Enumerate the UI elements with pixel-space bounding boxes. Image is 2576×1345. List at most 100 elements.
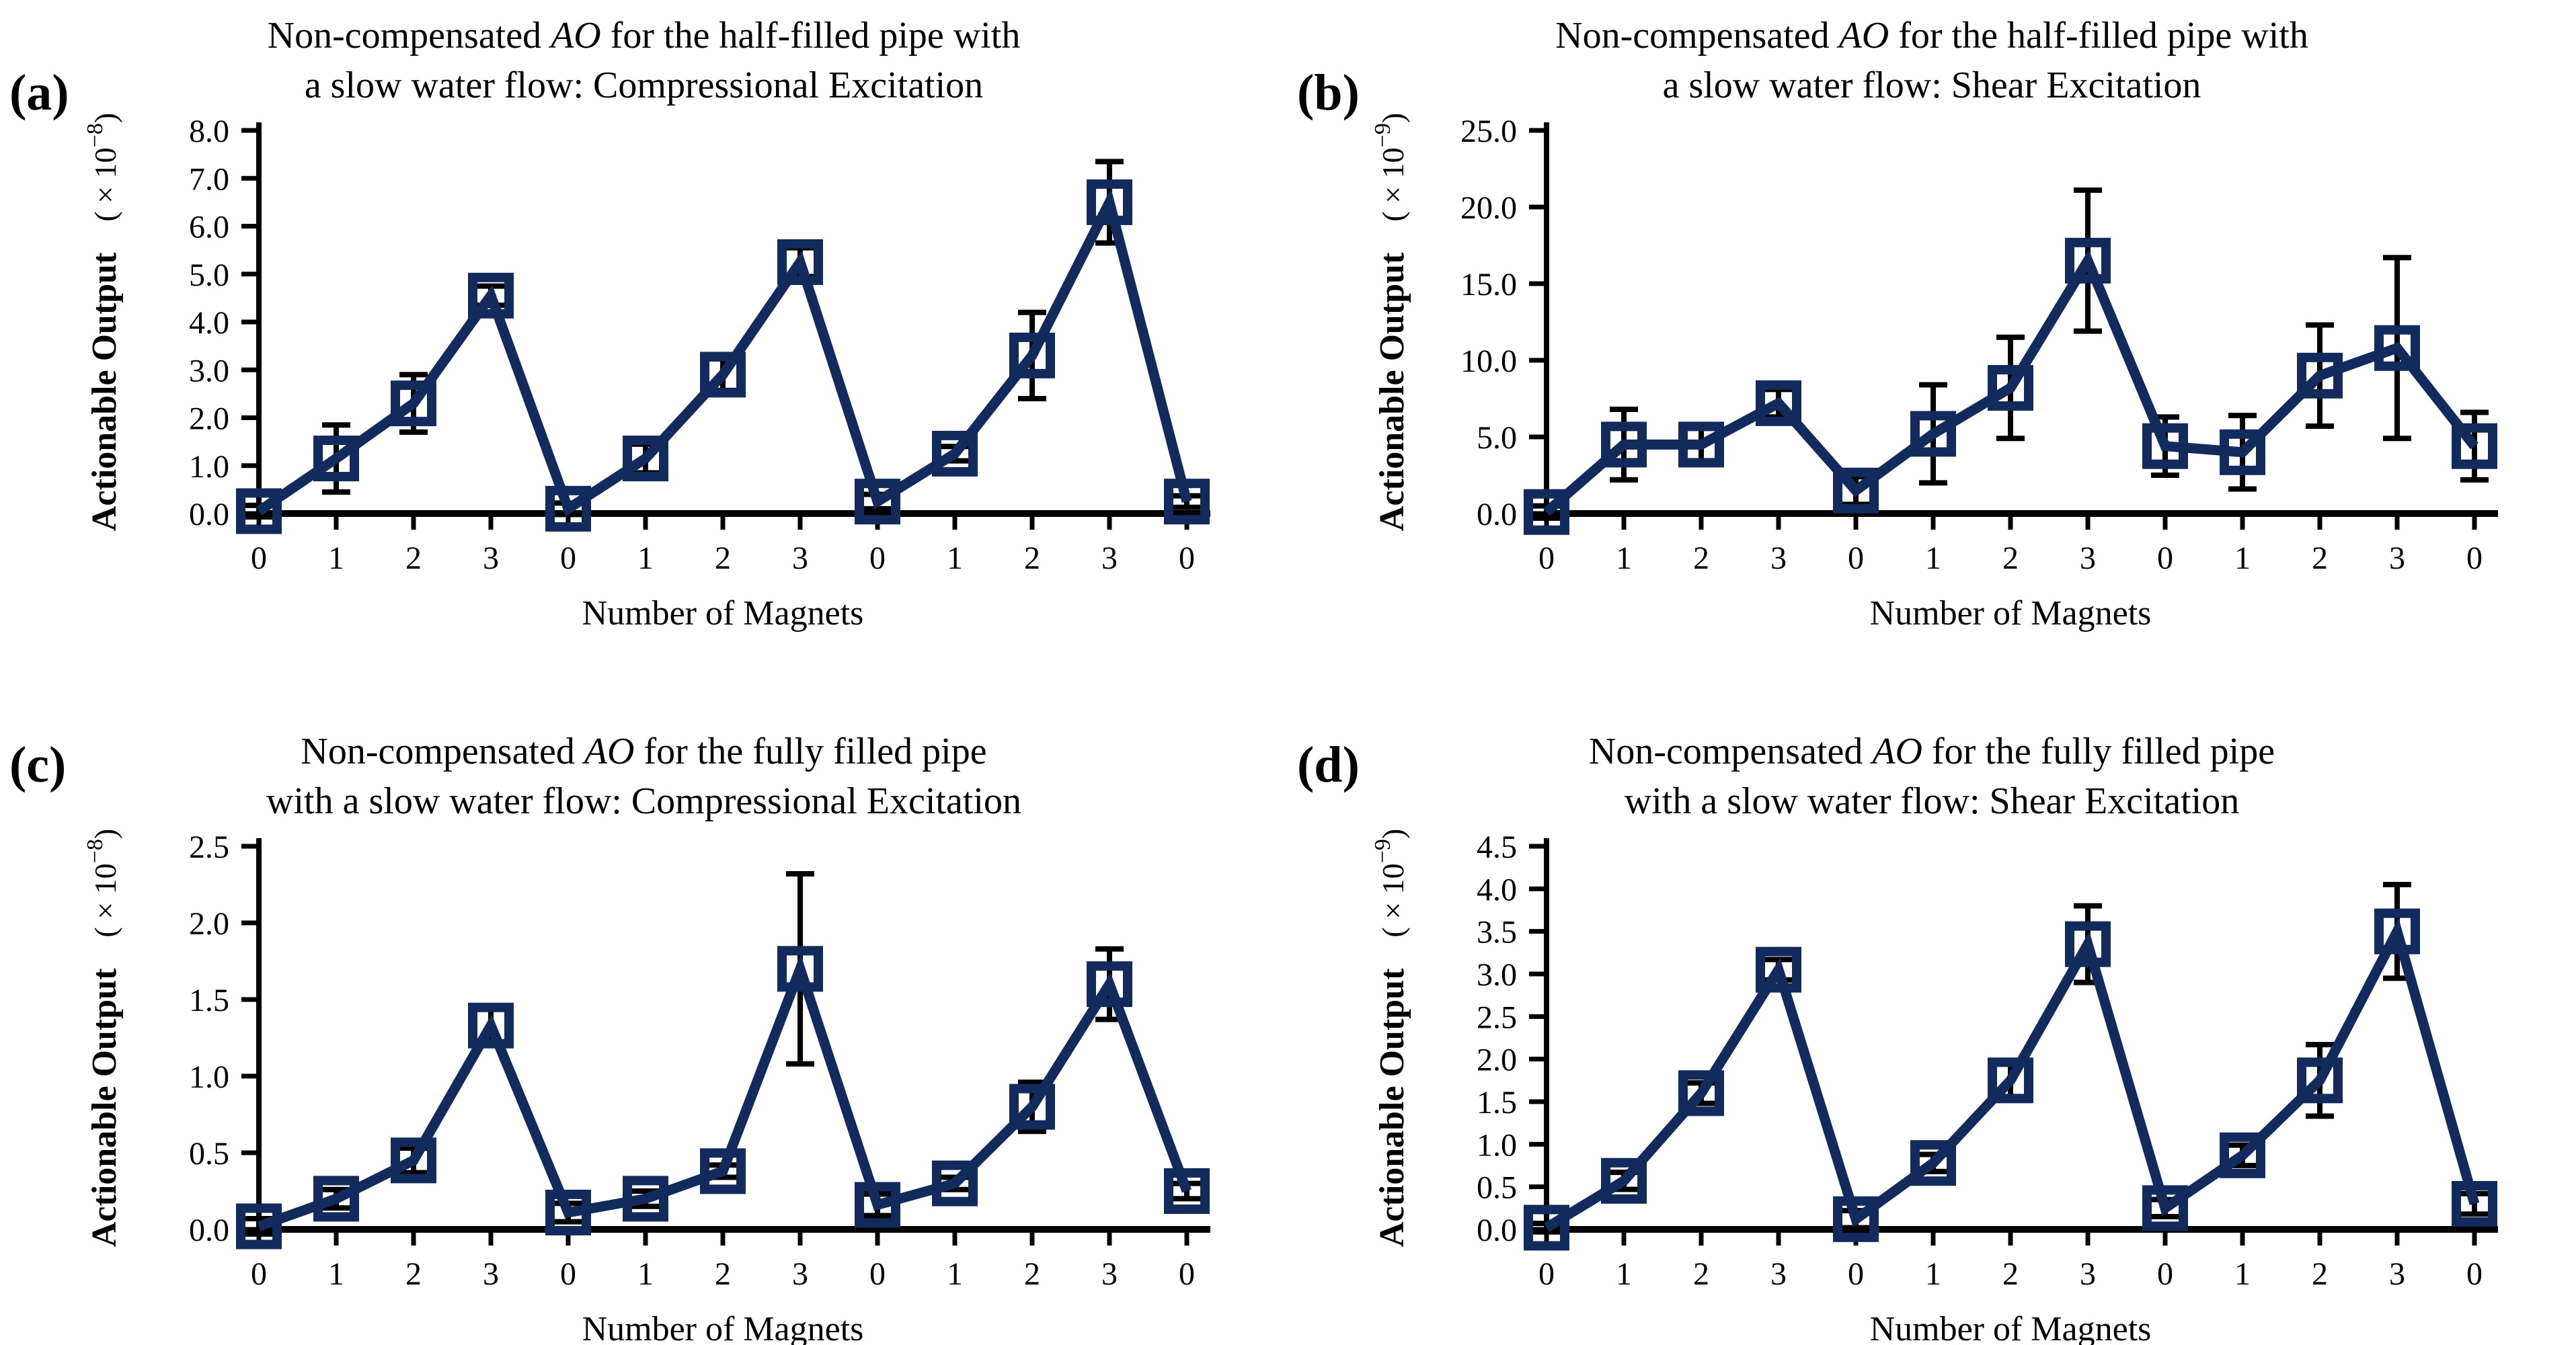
x-tick-label: 2 — [1024, 540, 1040, 576]
y-tick-label: 2.5 — [189, 829, 229, 865]
y-tick-label: 4.5 — [1477, 829, 1517, 865]
x-tick-label: 3 — [792, 1256, 808, 1292]
x-tick-label: 2 — [2002, 1256, 2019, 1292]
data-line — [1543, 249, 2479, 516]
chart-d: 0.0 0.5 1.0 1.5 2.0 2.5 3.0 3.5 4.0 4.5 0 1 2 3 0 1 2 3 0 1… — [1370, 829, 2498, 1345]
chart-title-c-line2: with a slow water flow: Compressional Ex… — [266, 780, 1021, 822]
x-tick-label: 1 — [947, 540, 963, 576]
data-point-marker — [2297, 352, 2343, 399]
data-point-marker — [700, 1148, 746, 1194]
panel-label-c: (c) — [9, 737, 67, 793]
x-tick-label: 2 — [405, 1256, 422, 1292]
y-tick-label: 3.0 — [189, 353, 229, 389]
data-point-marker — [623, 436, 668, 482]
data-point-marker — [1524, 1205, 1569, 1251]
title-text: Non-compensated — [1555, 15, 1839, 56]
y-tick-label: 1.0 — [189, 449, 229, 485]
x-tick-label: 0 — [869, 540, 886, 576]
data-point-marker — [1087, 961, 1132, 1008]
y-tick-label: 1.0 — [189, 1059, 229, 1095]
chart-title-a-line2: a slow water flow: Compressional Excitat… — [304, 65, 984, 106]
y-tick-label: 5.0 — [189, 257, 229, 293]
data-point-marker — [1524, 489, 1569, 535]
title-text: for the half-filled pipe with — [1889, 15, 2308, 56]
data-point-marker — [1756, 946, 1801, 993]
data-line — [256, 188, 1192, 517]
x-tick-label: 0 — [1179, 540, 1195, 576]
title-text: Non-compensated — [1588, 731, 1873, 772]
x-tick-label: 3 — [2389, 540, 2405, 576]
data-point-marker — [1833, 467, 1879, 514]
y-tick-label: 1.0 — [1477, 1127, 1517, 1163]
x-tick-label: 3 — [1770, 540, 1787, 576]
x-tick-label: 1 — [328, 1256, 344, 1292]
y-tick-label: 0.0 — [189, 1213, 229, 1248]
y-tick-label: 3.5 — [1477, 915, 1517, 950]
x-tick-label: 0 — [251, 1256, 267, 1292]
chart-title-b-line2: a slow water flow: Shear Excitation — [1662, 65, 2201, 106]
data-point-marker — [2065, 921, 2111, 967]
x-tick-label: 3 — [1101, 1256, 1118, 1292]
x-axis-label: Number of Magnets — [1870, 594, 2152, 633]
panel-label-a: (a) — [9, 65, 69, 121]
y-tick-label: 6.0 — [189, 210, 229, 245]
data-point-marker — [236, 1203, 282, 1250]
data-point-marker — [932, 1160, 978, 1207]
data-point-marker — [545, 485, 591, 532]
y-tick-label: 1.5 — [189, 983, 229, 1018]
x-tick-label: 0 — [1538, 540, 1555, 576]
chart-title-a: Non-compensated AO for the half-filled p… — [0, 11, 1288, 110]
data-point-marker — [1678, 421, 1724, 468]
data-point-marker — [2297, 1057, 2343, 1104]
data-point-marker — [2142, 423, 2188, 469]
x-tick-label: 0 — [2466, 1256, 2483, 1292]
x-tick-label: 3 — [792, 540, 808, 576]
data-point-marker — [2374, 325, 2420, 371]
data-point-marker — [1087, 179, 1132, 225]
data-point-marker — [777, 239, 823, 285]
y-tick-label: 0.5 — [1477, 1170, 1517, 1206]
y-tick-label: 3.0 — [1477, 957, 1517, 993]
data-point-marker — [236, 488, 282, 534]
data-point-marker — [313, 1176, 359, 1222]
panel-a: (a) Non-compensated AO for the half-fill… — [0, 0, 1288, 672]
y-tick-label: 2.0 — [1477, 1043, 1517, 1078]
data-point-marker — [1678, 1070, 1724, 1116]
x-tick-label: 3 — [483, 1256, 499, 1292]
x-tick-label: 2 — [715, 540, 731, 576]
y-tick-label: 1.5 — [1477, 1085, 1517, 1120]
data-point-marker — [2065, 237, 2111, 284]
data-point-marker — [1601, 421, 1647, 468]
x-tick-label: 0 — [560, 1256, 576, 1292]
x-tick-label: 3 — [2080, 540, 2096, 576]
x-tick-label: 1 — [637, 1256, 654, 1292]
x-tick-label: 3 — [2389, 1256, 2405, 1292]
x-tick-label: 0 — [560, 540, 576, 576]
chart-title-c: Non-compensated AO for the fully filled … — [0, 727, 1288, 826]
x-tick-label: 0 — [251, 540, 267, 576]
data-point-marker — [1756, 380, 1801, 426]
data-point-marker — [1009, 1084, 1055, 1130]
x-tick-label: 3 — [1770, 1256, 1787, 1292]
data-point-marker — [1009, 332, 1055, 378]
y-tick-label: 25.0 — [1460, 114, 1517, 149]
data-point-marker — [1910, 1140, 1956, 1186]
panel-label-b: (b) — [1297, 65, 1360, 121]
x-tick-label: 1 — [328, 540, 344, 576]
panel-c: (c) Non-compensated AO for the fully fil… — [0, 672, 1288, 1345]
data-point-marker — [623, 1176, 668, 1222]
chart-title-b-line1: Non-compensated AO for the half-filled p… — [1288, 11, 2576, 60]
x-tick-label: 2 — [715, 1256, 731, 1292]
x-tick-label: 1 — [1616, 540, 1632, 576]
data-point-marker — [545, 1189, 591, 1235]
chart-c: 0.0 0.5 1.0 1.5 2.0 2.5 0 1 2 3 0 1 2 3 0 1 2 3 0 Actionabl… — [83, 829, 1210, 1345]
x-axis-label: Number of Magnets — [582, 1310, 864, 1345]
data-point-marker — [2374, 908, 2420, 954]
data-point-marker — [2452, 1181, 2497, 1227]
data-point-marker — [468, 272, 514, 319]
x-tick-label: 0 — [1848, 1256, 1864, 1292]
x-axis-label: Number of Magnets — [582, 594, 864, 633]
x-tick-label: 2 — [1693, 540, 1709, 576]
data-point-marker — [1601, 1157, 1647, 1204]
x-tick-label: 1 — [2234, 1256, 2251, 1292]
